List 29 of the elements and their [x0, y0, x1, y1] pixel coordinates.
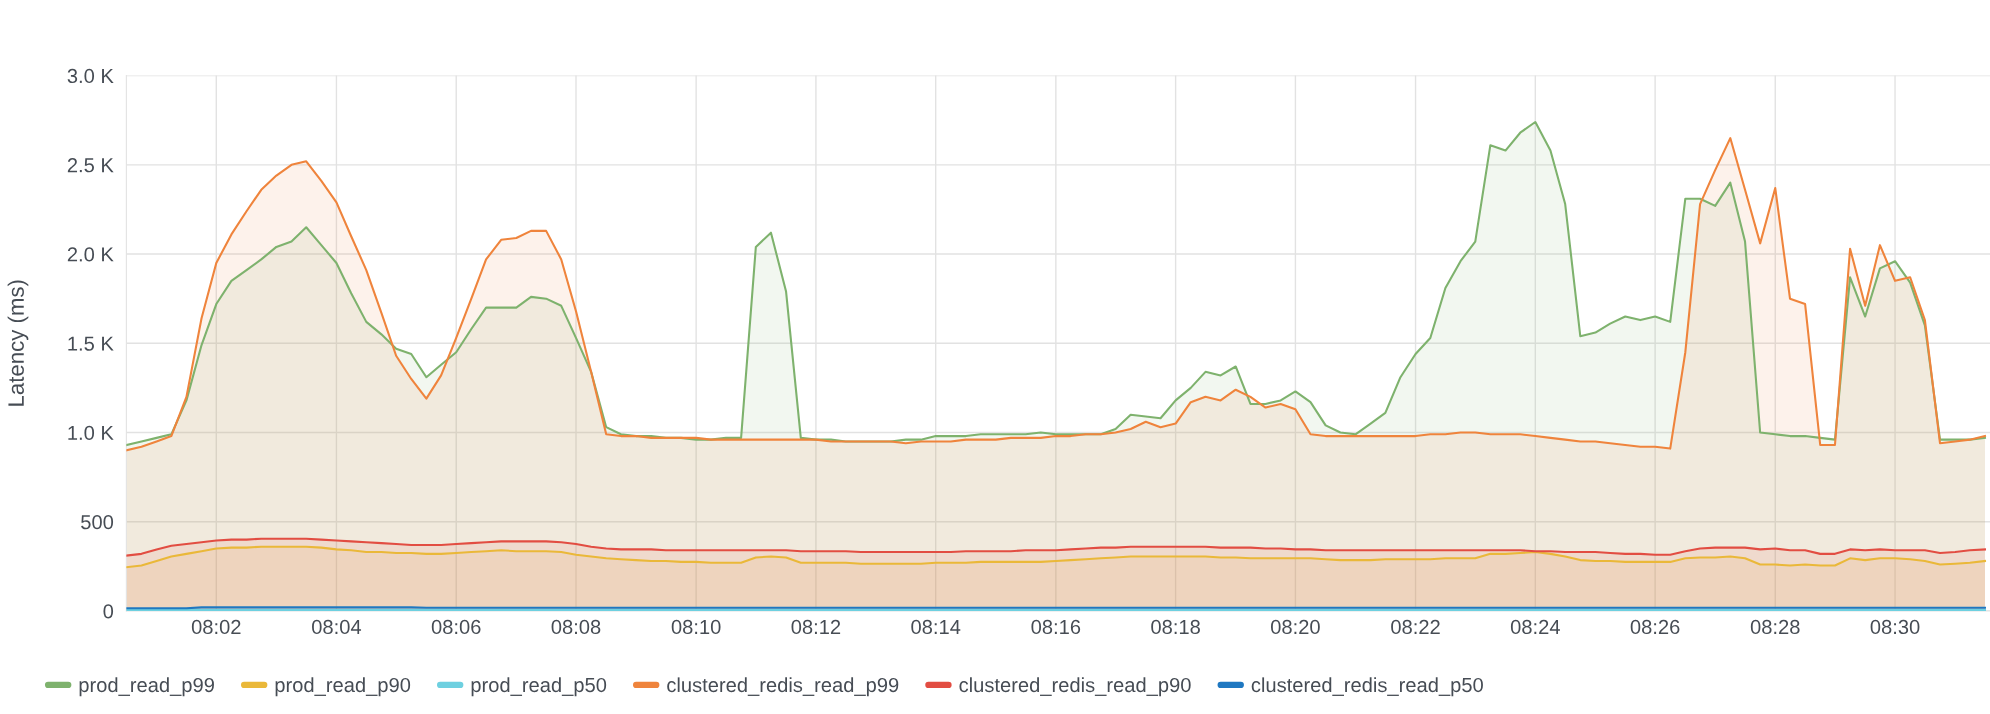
x-tick-label: 08:18 — [1151, 619, 1200, 635]
x-tick-label: 08:04 — [312, 619, 362, 635]
x-tick-label: 08:06 — [431, 619, 481, 635]
y-tick-label: 1.0 K — [68, 425, 114, 441]
x-tick-label: 08:28 — [1750, 619, 1800, 635]
legend-label: prod_read_p50 — [471, 677, 607, 697]
x-tick-label: 08:20 — [1271, 619, 1320, 635]
y-tick-label: 500 — [81, 514, 114, 530]
x-tick-label: 08:24 — [1510, 619, 1560, 635]
x-tick-label: 08:10 — [671, 619, 721, 635]
y-tick-label: 2.5 K — [67, 158, 114, 173]
legend-label: clustered_redis_read_p50 — [1251, 677, 1483, 697]
x-tick-label: 08:12 — [791, 619, 841, 635]
y-tick-label: 2.0 K — [67, 247, 114, 262]
y-axis-title: Latency (ms) — [7, 280, 29, 406]
legend-label: clustered_redis_read_p90 — [959, 677, 1191, 697]
x-tick-label: 08:02 — [191, 619, 241, 635]
y-tick-label: 3.0 K — [67, 68, 114, 84]
x-tick-label: 08:22 — [1391, 619, 1440, 635]
y-tick-label: 1.5 K — [68, 336, 114, 351]
x-tick-label: 08:16 — [1031, 619, 1081, 635]
legend-label: clustered_redis_read_p99 — [667, 677, 899, 697]
x-tick-label: 08:14 — [911, 619, 961, 635]
x-tick-label: 08:30 — [1870, 619, 1920, 635]
legend-label: prod_read_p90 — [275, 677, 411, 697]
x-tick-label: 08:26 — [1630, 619, 1680, 635]
legend-label: prod_read_p99 — [79, 677, 214, 697]
y-tick-label: 0 — [103, 604, 114, 619]
x-tick-label: 08:08 — [551, 619, 601, 635]
